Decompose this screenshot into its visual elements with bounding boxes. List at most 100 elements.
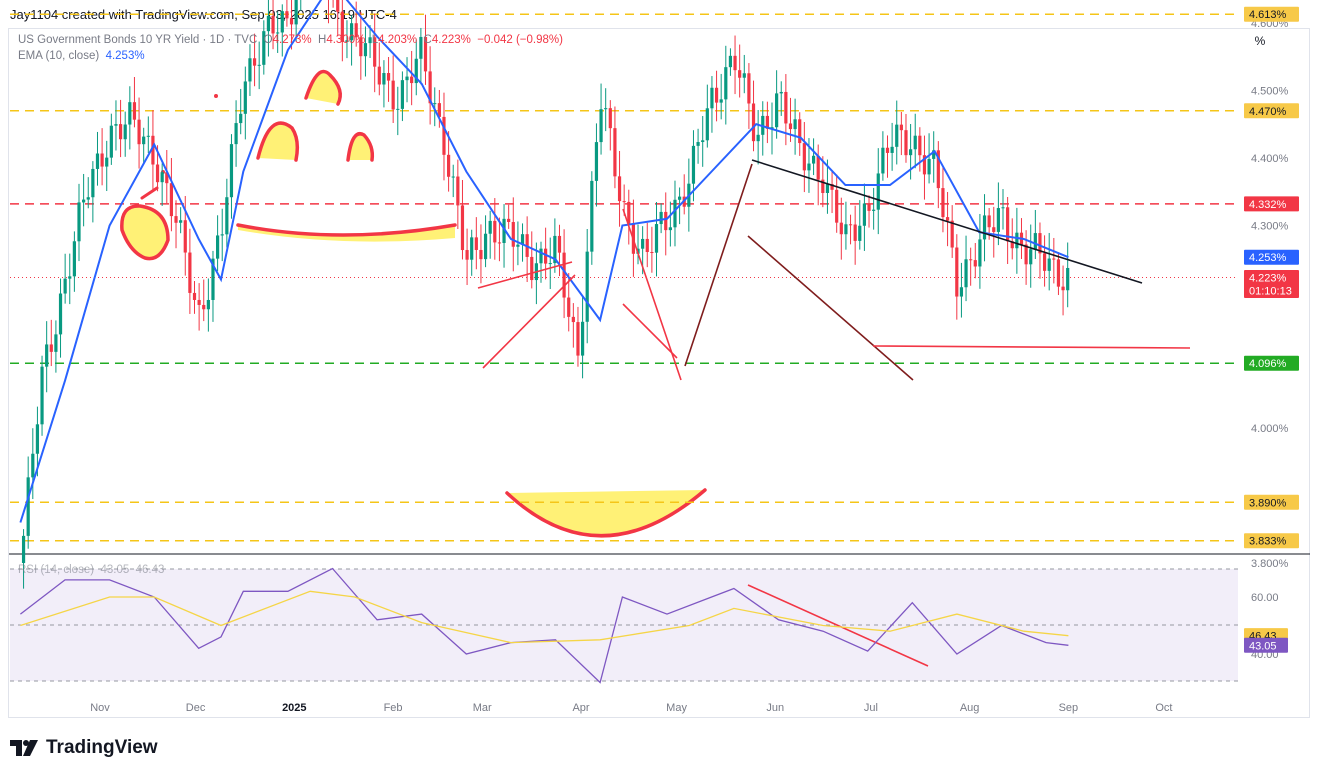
candle-body — [802, 143, 806, 171]
candle-body — [428, 71, 432, 104]
ema-label[interactable]: EMA (10, close) — [18, 50, 100, 62]
candle-body — [987, 215, 991, 228]
wedge-upper — [477, 261, 573, 289]
head-hump-outline — [304, 69, 342, 106]
level-badge-text: 4.613% — [1249, 9, 1287, 21]
candle-body — [751, 103, 756, 142]
candle-body — [239, 113, 243, 124]
percent-scale-button[interactable]: % — [1254, 34, 1266, 48]
candle-body — [955, 247, 959, 297]
candle-body — [151, 135, 155, 165]
wedge-lower — [482, 274, 576, 369]
candle-body — [779, 91, 783, 94]
candle-body — [936, 150, 940, 189]
candle-body — [35, 424, 40, 454]
candle-body — [733, 55, 737, 71]
candle-body — [146, 135, 150, 137]
candle-body — [927, 158, 931, 175]
level-badge-text: 4.096% — [1249, 358, 1287, 370]
candle-body — [1001, 207, 1005, 209]
rsi-value-badge — [1244, 637, 1288, 653]
candle-body — [1061, 286, 1065, 291]
y-tick-label: 4.300% — [1251, 221, 1289, 233]
tradingview-brand[interactable]: TradingView — [10, 737, 158, 759]
candle-body — [354, 23, 358, 38]
candle-body — [765, 115, 769, 129]
candle-body — [21, 535, 26, 563]
candle-body — [784, 91, 788, 124]
candle-body — [45, 344, 49, 367]
candle-body — [165, 172, 169, 184]
candle-body — [234, 123, 238, 145]
candle-body — [848, 224, 853, 226]
drawing-dot-1 — [214, 94, 218, 98]
candle-body — [701, 140, 705, 143]
candle-body — [654, 224, 659, 253]
candle-body — [488, 220, 492, 234]
left-shoulder-hump-fill — [121, 205, 168, 259]
candle-body — [58, 293, 63, 335]
candle-body — [257, 64, 261, 66]
chart-frame[interactable] — [8, 28, 1310, 718]
countdown-text: 01:10:13 — [1249, 285, 1292, 297]
candle-body — [128, 102, 132, 125]
candle-body — [742, 73, 746, 78]
x-tick-label: Jul — [864, 702, 878, 714]
candle-body — [719, 99, 723, 103]
candle-body — [580, 321, 585, 356]
x-tick-label: 2025 — [282, 702, 306, 714]
candle-body — [137, 119, 141, 145]
candle-body — [373, 37, 377, 67]
candle-body — [641, 238, 645, 249]
candle-body — [377, 66, 381, 85]
close-label: C — [423, 34, 432, 46]
ema-value: 4.253% — [105, 50, 145, 62]
x-tick-label: Jun — [766, 702, 784, 714]
low-value: 4.203% — [378, 34, 418, 46]
candle-body — [973, 260, 977, 267]
candle-body — [622, 201, 626, 203]
candle-body — [885, 147, 890, 153]
level-badge-text: 4.470% — [1249, 106, 1287, 118]
rsi-legend: RSI (14, close) 43.05 46.43 — [18, 564, 164, 576]
rsi-ma-line — [20, 590, 1069, 644]
candle-body — [1056, 259, 1061, 287]
candle-body — [835, 189, 839, 223]
candle-body — [340, 11, 344, 43]
candle-body — [1042, 253, 1047, 271]
candle-body — [336, 0, 340, 12]
candle-body — [100, 153, 104, 167]
candle-body — [359, 37, 363, 57]
candle-body — [91, 168, 95, 198]
candle-body — [183, 220, 187, 253]
candle-body — [502, 218, 506, 244]
candle-body — [345, 40, 349, 43]
rsi-y-tick: 60.00 — [1251, 592, 1279, 604]
level-badge — [1244, 103, 1299, 119]
candle-body — [895, 124, 899, 147]
candle-body — [599, 109, 603, 143]
candle-body — [793, 119, 797, 130]
symbol-title[interactable]: US Government Bonds 10 YR Yield · 1D · T… — [18, 34, 258, 46]
candle-body — [673, 199, 677, 228]
candle-body — [1029, 249, 1033, 265]
candle-body — [798, 119, 802, 144]
x-tick-label: Oct — [1155, 702, 1172, 714]
candle-body — [262, 31, 266, 65]
x-tick-label: Dec — [186, 702, 206, 714]
candle-body — [248, 58, 252, 82]
ema-legend: EMA (10, close) 4.253% — [18, 50, 145, 62]
rsi-name[interactable]: RSI (14, close) — [18, 564, 95, 576]
bottom-pattern-fill — [507, 490, 705, 536]
candle-body — [747, 73, 751, 104]
candle-body — [627, 201, 631, 224]
candle-body — [437, 103, 441, 117]
candle-body — [807, 163, 811, 171]
candle-body — [978, 239, 982, 267]
candle-body — [460, 205, 465, 251]
level-badge — [1244, 533, 1299, 549]
candle-body — [400, 80, 405, 109]
y-tick-label: 4.400% — [1251, 153, 1289, 165]
candle-body — [54, 334, 58, 352]
